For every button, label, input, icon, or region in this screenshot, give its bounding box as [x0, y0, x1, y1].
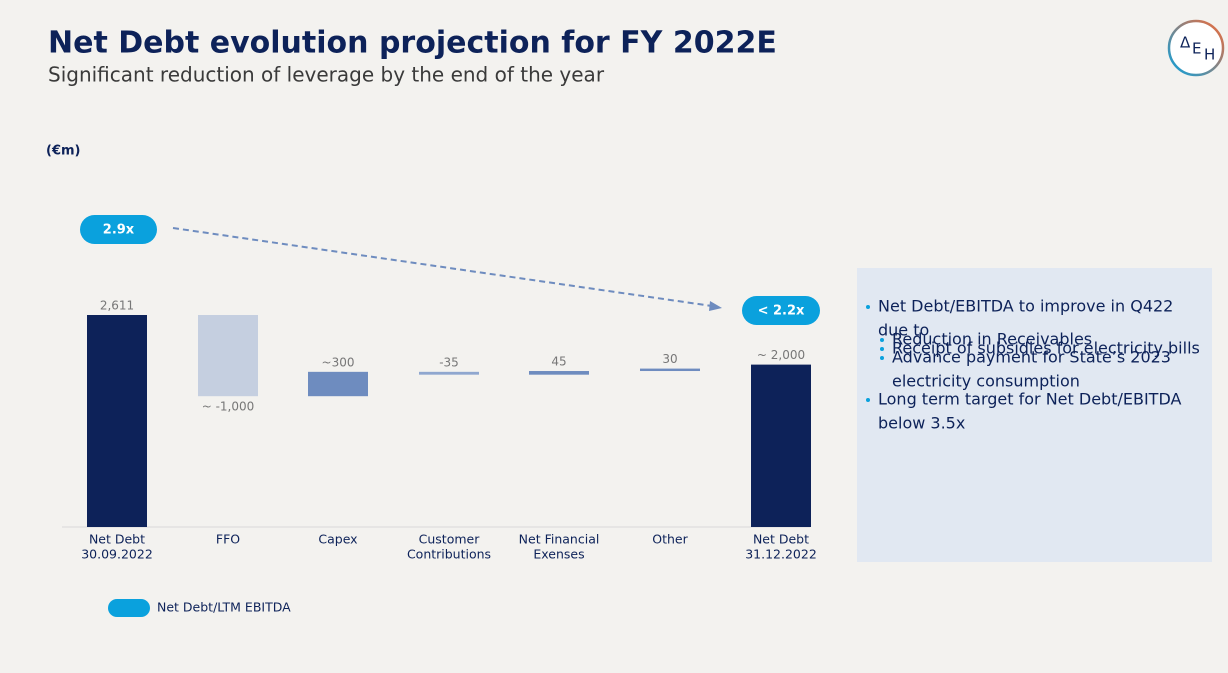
category-label: Net Debt — [753, 532, 809, 547]
value-label: ~ 2,000 — [757, 348, 805, 362]
bar — [198, 315, 258, 397]
bullet — [880, 356, 884, 360]
bar — [308, 371, 368, 397]
category-label: Customer — [419, 532, 481, 547]
arrow-head — [709, 301, 722, 311]
panel-text: Net Debt/EBITDA to improve in Q422 — [878, 297, 1173, 316]
value-label: 2,611 — [100, 299, 134, 313]
category-label: 30.09.2022 — [81, 547, 153, 562]
ratio-label: 2.9x — [103, 223, 135, 238]
value-label: ~300 — [322, 355, 355, 369]
value-label: ~ -1,000 — [202, 400, 255, 414]
category-label: Exenses — [533, 547, 584, 562]
bullet — [866, 398, 870, 402]
value-label: 30 — [662, 352, 677, 366]
ratio-label: < 2.2x — [758, 304, 805, 319]
legend-label: Net Debt/LTM EBITDA — [157, 600, 291, 615]
title: Net Debt evolution projection for FY 202… — [48, 26, 777, 61]
bar — [751, 364, 811, 527]
logo-letter: E — [1192, 40, 1201, 58]
category-label: FFO — [216, 532, 240, 547]
subtitle: Significant reduction of leverage by the… — [48, 63, 605, 87]
category-label: Net Financial — [519, 532, 600, 547]
bar — [529, 371, 589, 375]
panel-text: below 3.5x — [878, 414, 965, 433]
logo-ring — [1167, 19, 1225, 77]
panel-text: electricity consumption — [892, 372, 1080, 391]
category-label: Contributions — [407, 547, 491, 562]
trend-arrow — [172, 227, 713, 307]
category-label: Net Debt — [89, 532, 145, 547]
logo-letter: H — [1204, 46, 1215, 64]
panel-text: due to — [878, 321, 929, 340]
bar — [87, 315, 147, 527]
ratio-pill — [80, 215, 157, 244]
category-label: Capex — [318, 532, 357, 547]
panel-text: Receipt of subsidies for electricity bil… — [892, 339, 1200, 358]
value-label: -35 — [439, 355, 459, 369]
bullet — [866, 305, 870, 309]
panel-text: Reduction in Receivables — [892, 330, 1092, 349]
logo-letter: Δ — [1180, 34, 1191, 52]
info-panel — [857, 268, 1212, 562]
legend-swatch — [108, 599, 150, 617]
ratio-pill — [742, 296, 820, 325]
value-label: 45 — [551, 355, 566, 369]
bar — [640, 368, 700, 372]
panel-text: Advance payment for State’s 2023 — [892, 348, 1171, 367]
panel-text: Long term target for Net Debt/EBITDA — [878, 390, 1181, 409]
category-label: 31.12.2022 — [745, 547, 817, 562]
bullet — [880, 347, 884, 351]
bar — [419, 371, 479, 375]
bullet — [880, 338, 884, 342]
category-label: Other — [652, 532, 688, 547]
unit-label: (€m) — [46, 144, 80, 159]
